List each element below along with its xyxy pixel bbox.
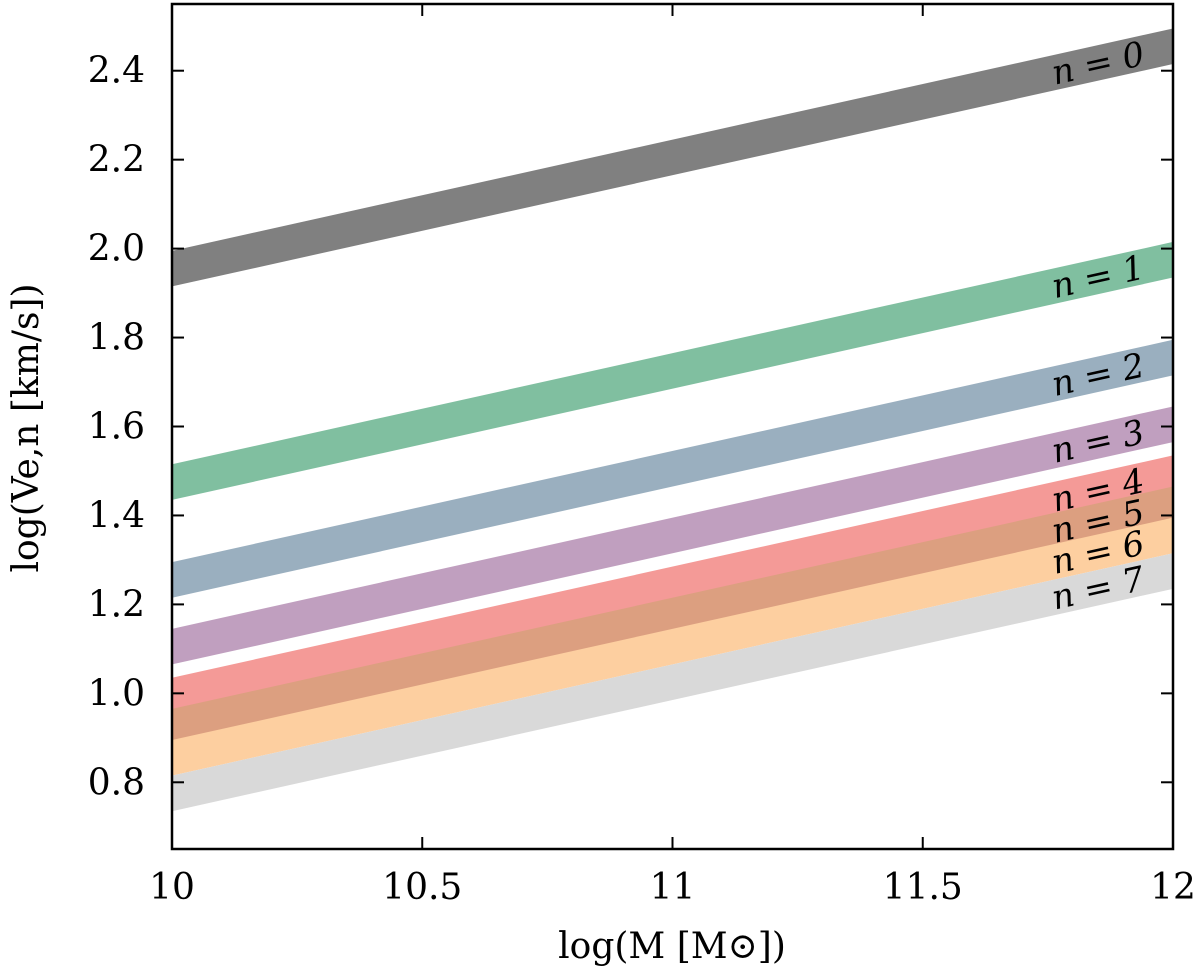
x-axis: 10 10.5 11 11.5 12 (149, 4, 1196, 908)
y-tick-label: 2.0 (88, 229, 145, 270)
band-1 (172, 241, 1173, 500)
band-3 (172, 406, 1173, 665)
bands-layer (172, 28, 1173, 812)
x-tick-label: 12 (1150, 867, 1196, 908)
x-tick-label: 10 (149, 867, 195, 908)
y-axis: 0.8 1.0 1.2 1.4 1.6 1.8 2.0 2.2 2.4 (88, 51, 1173, 803)
y-tick-label: 1.4 (88, 495, 145, 536)
band-6 (172, 517, 1173, 776)
x-tick-label: 10.5 (382, 867, 462, 908)
x-axis-label: log(M [M⊙]) (558, 926, 786, 967)
y-tick-label: 0.8 (88, 762, 145, 803)
y-tick-label: 1.8 (88, 318, 145, 359)
y-tick-label: 2.4 (88, 51, 145, 92)
band-labels-layer: n = 0n = 1n = 2n = 3n = 4n = 5n = 6n = 7 (1048, 34, 1148, 618)
x-tick-label: 11.5 (883, 867, 963, 908)
band-label-1: n = 1 (1048, 248, 1148, 307)
band-2 (172, 339, 1173, 598)
band-5 (172, 486, 1173, 745)
x-tick-label: 11 (650, 867, 696, 908)
band-label-0: n = 0 (1048, 34, 1148, 93)
band-7 (172, 553, 1173, 812)
y-tick-label: 1.0 (88, 673, 145, 714)
y-tick-label: 2.2 (88, 140, 145, 181)
band-4 (172, 455, 1173, 714)
y-axis-label: log(Ve,n [km/s]) (6, 283, 47, 572)
y-tick-label: 1.6 (88, 407, 145, 448)
y-tick-label: 1.2 (88, 584, 145, 625)
band-label-2: n = 2 (1048, 346, 1148, 405)
band-0 (172, 28, 1173, 287)
